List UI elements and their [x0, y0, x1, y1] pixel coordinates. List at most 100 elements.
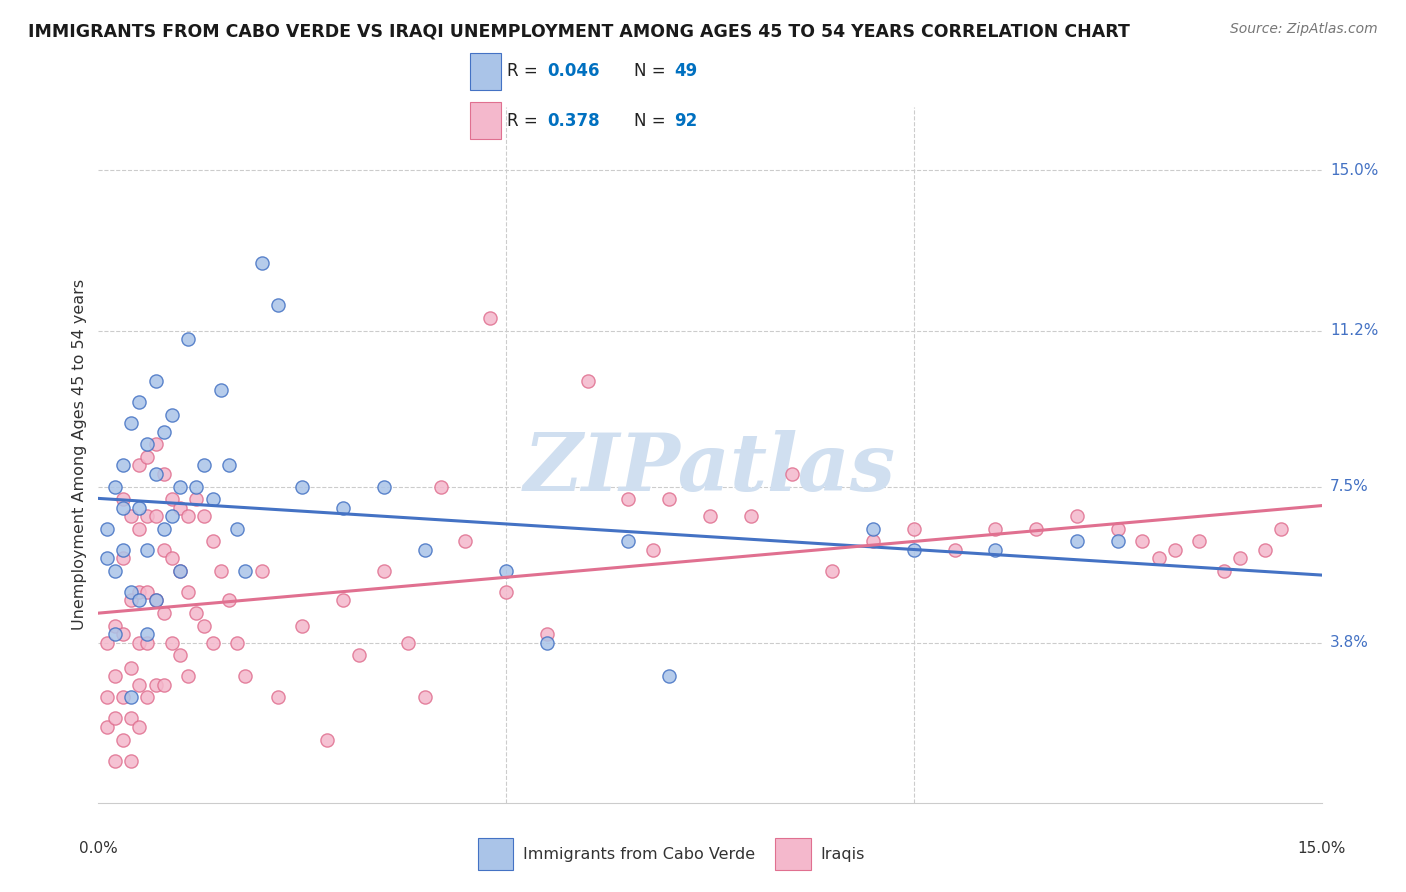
Point: [104, 627, 127, 641]
Point: [136, 542, 159, 557]
Point: [1229, 551, 1251, 566]
Point: [96, 690, 118, 705]
Point: [495, 564, 517, 578]
Point: [120, 585, 142, 599]
Point: [104, 479, 127, 493]
Point: [349, 648, 371, 663]
Point: [145, 467, 167, 481]
Point: [104, 711, 127, 725]
Text: N =: N =: [634, 62, 671, 80]
Point: [201, 492, 224, 507]
Point: [120, 661, 142, 675]
Point: [120, 754, 142, 768]
Text: 11.2%: 11.2%: [1330, 323, 1378, 338]
Point: [152, 542, 174, 557]
Point: [104, 564, 127, 578]
Point: [96, 720, 118, 734]
Point: [145, 509, 167, 524]
Point: [903, 522, 925, 536]
Point: [1107, 522, 1129, 536]
Bar: [470, 102, 501, 139]
Point: [233, 564, 256, 578]
Point: [291, 479, 314, 493]
Point: [177, 332, 200, 346]
Point: [145, 374, 167, 388]
Point: [120, 417, 142, 431]
Text: R =: R =: [508, 62, 543, 80]
Point: [1066, 509, 1088, 524]
Point: [111, 492, 134, 507]
Point: [617, 492, 640, 507]
Point: [478, 310, 501, 325]
Point: [226, 635, 249, 649]
Point: [111, 500, 134, 515]
Point: [267, 298, 290, 312]
Point: [177, 669, 200, 683]
Point: [128, 593, 150, 607]
Point: [218, 458, 240, 473]
Point: [136, 437, 159, 451]
Point: [145, 593, 167, 607]
Point: [291, 618, 314, 632]
Point: [267, 690, 290, 705]
Point: [120, 690, 142, 705]
Point: [152, 425, 174, 439]
Point: [740, 509, 762, 524]
Point: [111, 458, 134, 473]
Point: [128, 585, 150, 599]
Point: [1270, 522, 1292, 536]
Point: [430, 479, 453, 493]
Point: [209, 383, 232, 397]
Point: [821, 564, 844, 578]
Point: [136, 635, 159, 649]
Point: [152, 606, 174, 620]
Text: ZIPatlas: ZIPatlas: [524, 430, 896, 508]
Point: [984, 542, 1007, 557]
Point: [658, 669, 681, 683]
Point: [120, 593, 142, 607]
Point: [193, 509, 215, 524]
Point: [96, 522, 118, 536]
Text: 92: 92: [675, 112, 697, 129]
Point: [128, 500, 150, 515]
Point: [186, 606, 208, 620]
Point: [862, 534, 884, 549]
Point: [454, 534, 477, 549]
Point: [943, 542, 966, 557]
Point: [136, 627, 159, 641]
Point: [1212, 564, 1234, 578]
Point: [96, 551, 118, 566]
Point: [373, 564, 395, 578]
Bar: [470, 53, 501, 90]
Point: [160, 492, 183, 507]
Point: [160, 408, 183, 422]
Point: [1066, 534, 1088, 549]
Point: [145, 437, 167, 451]
Point: [250, 564, 273, 578]
Text: 0.046: 0.046: [547, 62, 600, 80]
Text: IMMIGRANTS FROM CABO VERDE VS IRAQI UNEMPLOYMENT AMONG AGES 45 TO 54 YEARS CORRE: IMMIGRANTS FROM CABO VERDE VS IRAQI UNEM…: [28, 22, 1130, 40]
Point: [145, 678, 167, 692]
Point: [128, 522, 150, 536]
Point: [413, 542, 436, 557]
Text: Source: ZipAtlas.com: Source: ZipAtlas.com: [1230, 22, 1378, 37]
Point: [186, 479, 208, 493]
Text: N =: N =: [634, 112, 671, 129]
Point: [226, 522, 249, 536]
Y-axis label: Unemployment Among Ages 45 to 54 years: Unemployment Among Ages 45 to 54 years: [72, 279, 87, 631]
Point: [1164, 542, 1187, 557]
Point: [641, 542, 664, 557]
Point: [169, 564, 191, 578]
Point: [111, 627, 134, 641]
Point: [104, 669, 127, 683]
Point: [111, 690, 134, 705]
Point: [332, 500, 354, 515]
Point: [495, 585, 517, 599]
Point: [1130, 534, 1153, 549]
Text: 0.0%: 0.0%: [79, 841, 118, 856]
Point: [111, 732, 134, 747]
Point: [152, 678, 174, 692]
Point: [152, 467, 174, 481]
Point: [120, 711, 142, 725]
Point: [396, 635, 419, 649]
